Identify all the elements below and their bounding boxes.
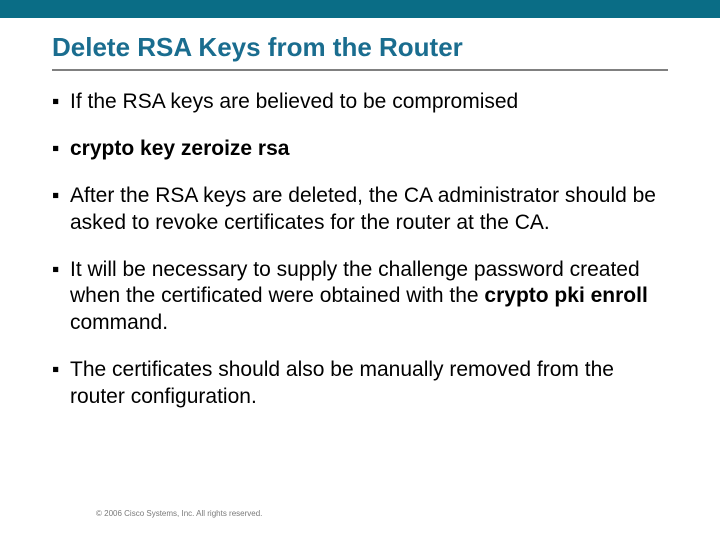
slide-title: Delete RSA Keys from the Router xyxy=(0,18,720,63)
copyright-footer: © 2006 Cisco Systems, Inc. All rights re… xyxy=(96,509,262,518)
bullet-item: ▪ After the RSA keys are deleted, the CA… xyxy=(52,183,668,237)
bullet-marker-icon: ▪ xyxy=(52,89,70,116)
bullet-marker-icon: ▪ xyxy=(52,257,70,284)
bullet-text: After the RSA keys are deleted, the CA a… xyxy=(70,183,668,237)
top-bar xyxy=(0,0,720,18)
content-area: ▪ If the RSA keys are believed to be com… xyxy=(0,71,720,411)
bullet-item: ▪ The certificates should also be manual… xyxy=(52,357,668,411)
bullet-item: ▪ If the RSA keys are believed to be com… xyxy=(52,89,668,116)
bullet-item: ▪ It will be necessary to supply the cha… xyxy=(52,257,668,338)
bullet-text: The certificates should also be manually… xyxy=(70,357,668,411)
bullet-item: ▪ crypto key zeroize rsa xyxy=(52,136,668,163)
bullet-bold: crypto pki enroll xyxy=(484,284,647,307)
bullet-marker-icon: ▪ xyxy=(52,357,70,384)
bullet-marker-icon: ▪ xyxy=(52,136,70,163)
bullet-text: crypto key zeroize rsa xyxy=(70,136,668,163)
bullet-text: It will be necessary to supply the chall… xyxy=(70,257,668,338)
bullet-marker-icon: ▪ xyxy=(52,183,70,210)
bullet-suffix: command. xyxy=(70,311,168,334)
bullet-text: If the RSA keys are believed to be compr… xyxy=(70,89,668,116)
